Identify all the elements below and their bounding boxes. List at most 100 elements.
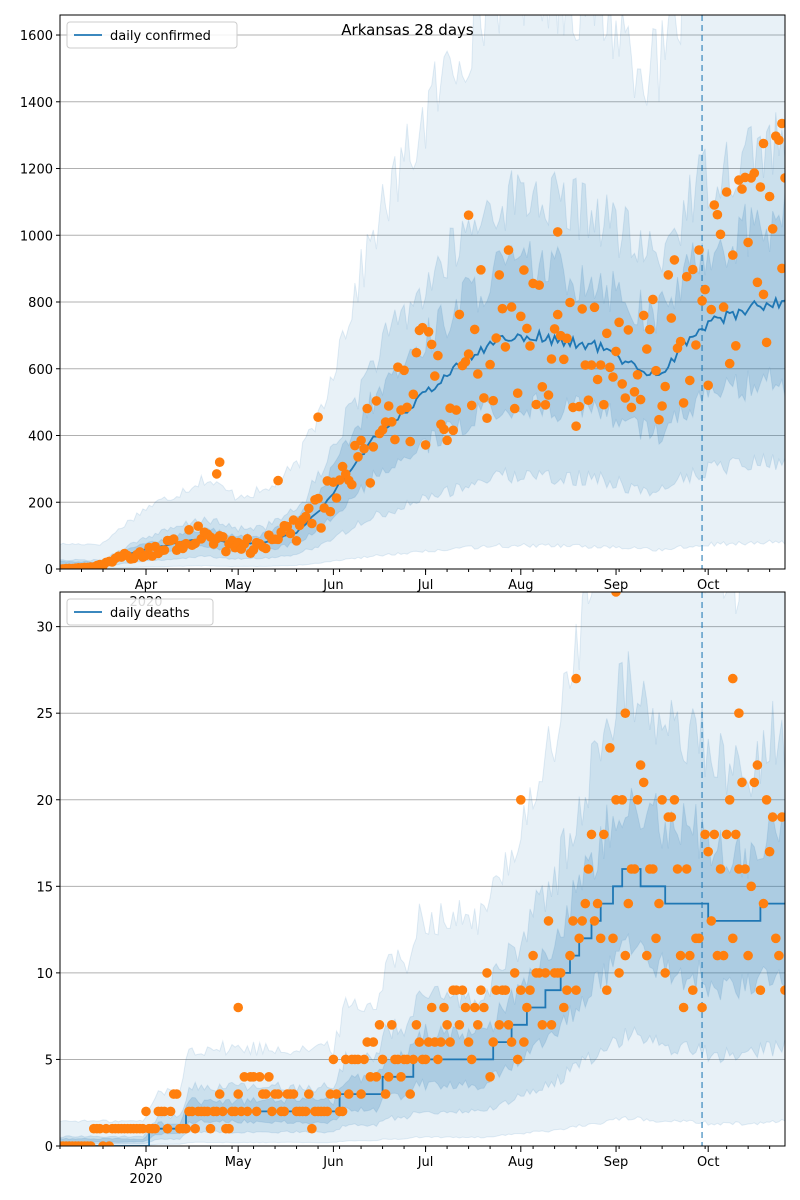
data-point bbox=[672, 864, 683, 874]
data-point bbox=[697, 1002, 707, 1013]
data-point bbox=[543, 916, 554, 926]
data-point bbox=[233, 1089, 243, 1099]
data-point bbox=[734, 708, 744, 718]
data-point bbox=[463, 1037, 474, 1047]
data-point bbox=[737, 777, 747, 788]
data-point bbox=[602, 985, 612, 995]
data-point bbox=[313, 493, 323, 504]
y-tick-label: 10 bbox=[36, 967, 53, 982]
data-point bbox=[439, 1002, 449, 1013]
data-point bbox=[666, 812, 677, 822]
legend-box bbox=[66, 598, 214, 626]
data-point bbox=[638, 777, 649, 788]
data-point bbox=[519, 265, 529, 275]
data-point bbox=[516, 311, 526, 322]
data-point bbox=[221, 546, 231, 557]
y-tick-label: 30 bbox=[36, 621, 53, 636]
data-point bbox=[660, 968, 670, 978]
data-point bbox=[731, 829, 741, 840]
data-point bbox=[577, 304, 587, 314]
data-point bbox=[709, 829, 720, 840]
data-point bbox=[546, 1020, 557, 1030]
data-point bbox=[445, 1037, 455, 1047]
data-point bbox=[654, 898, 664, 909]
data-point bbox=[233, 1002, 243, 1013]
data-point bbox=[399, 365, 409, 376]
data-point bbox=[482, 413, 492, 424]
data-point bbox=[466, 400, 477, 411]
data-point bbox=[537, 382, 548, 392]
data-point bbox=[316, 523, 326, 533]
y-tick-label: 0 bbox=[45, 563, 53, 578]
data-point bbox=[752, 760, 763, 770]
x-tick-label: Oct bbox=[697, 1155, 719, 1170]
chart-panel-2: 0 5 10 15 20 25 30 Apr 2020 May Jun Jul Aug Sep Oct dai… bbox=[36, 591, 786, 1187]
chart-title: Arkansas 28 days bbox=[341, 21, 474, 39]
observed-points bbox=[60, 592, 785, 1146]
data-point bbox=[688, 985, 698, 995]
data-point bbox=[543, 390, 554, 400]
data-point bbox=[420, 440, 431, 450]
data-point bbox=[353, 452, 363, 462]
data-point bbox=[242, 1106, 253, 1117]
data-point bbox=[568, 916, 578, 926]
data-point bbox=[586, 829, 597, 840]
data-point bbox=[273, 1089, 283, 1099]
data-point bbox=[565, 297, 575, 308]
data-point bbox=[85, 1141, 96, 1146]
data-point bbox=[706, 916, 717, 926]
data-point bbox=[749, 777, 760, 788]
data-point bbox=[528, 950, 538, 961]
y-tick-label: 0 bbox=[45, 1140, 53, 1155]
data-point bbox=[251, 1106, 262, 1117]
data-point bbox=[605, 743, 615, 753]
data-point bbox=[651, 933, 661, 944]
data-point bbox=[479, 1002, 489, 1013]
data-point bbox=[605, 362, 615, 373]
axes-frame bbox=[59, 591, 786, 1147]
data-point bbox=[678, 1002, 689, 1013]
data-point bbox=[500, 342, 511, 352]
axes-frame bbox=[59, 14, 786, 570]
data-point bbox=[599, 829, 609, 840]
data-point bbox=[279, 1106, 290, 1117]
data-point bbox=[608, 372, 618, 382]
data-point bbox=[746, 881, 756, 892]
data-point bbox=[165, 1106, 176, 1117]
data-point bbox=[159, 545, 170, 555]
data-point bbox=[387, 417, 397, 427]
data-point bbox=[724, 358, 735, 369]
data-point bbox=[651, 365, 661, 376]
data-point bbox=[356, 1089, 366, 1099]
data-point bbox=[273, 475, 283, 486]
data-point bbox=[454, 309, 465, 320]
data-point bbox=[777, 118, 785, 129]
data-point bbox=[645, 324, 655, 335]
data-point bbox=[181, 1123, 191, 1134]
data-point bbox=[494, 1020, 505, 1030]
data-point bbox=[451, 405, 462, 415]
data-point bbox=[325, 506, 336, 517]
data-point bbox=[758, 138, 769, 149]
data-point bbox=[592, 374, 603, 385]
y-tick-label: 1200 bbox=[20, 163, 53, 178]
data-point bbox=[512, 388, 523, 399]
data-point bbox=[531, 399, 541, 410]
data-point bbox=[190, 1123, 200, 1134]
data-point bbox=[648, 294, 658, 305]
data-point bbox=[761, 795, 772, 805]
data-point bbox=[540, 968, 551, 978]
data-point bbox=[356, 435, 366, 446]
data-point bbox=[589, 916, 600, 926]
data-point bbox=[675, 336, 686, 347]
y-tick-label: 1600 bbox=[20, 29, 53, 44]
data-point bbox=[774, 950, 784, 961]
data-point bbox=[205, 1123, 216, 1134]
data-point bbox=[304, 1089, 314, 1099]
data-point bbox=[559, 354, 569, 365]
y-tick-label: 5 bbox=[45, 1053, 53, 1068]
data-point bbox=[337, 461, 348, 472]
x-tick-label: Apr bbox=[135, 1155, 158, 1170]
data-point bbox=[457, 985, 468, 995]
y-tick-label: 25 bbox=[36, 707, 53, 722]
